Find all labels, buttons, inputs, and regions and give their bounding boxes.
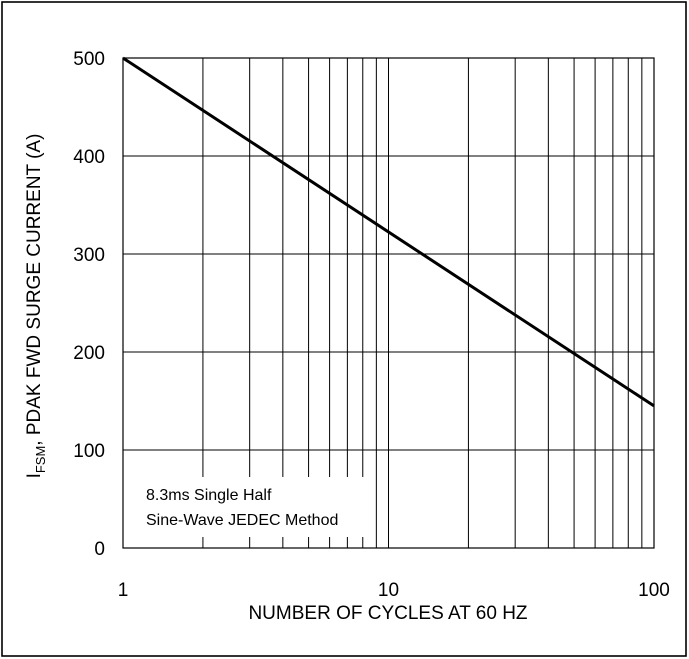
y-tick-label: 100 [73,441,105,462]
plot-area [122,57,655,549]
x-axis-label: NUMBER OF CYCLES AT 60 HZ [248,603,527,624]
x-tick-label: 100 [638,580,670,601]
annotation-line-2: Sine-Wave JEDEC Method [146,512,338,529]
annotation-line-1: 8.3ms Single Half [146,487,272,504]
series-line [122,56,655,408]
grid-lines [123,58,654,548]
y-tick-label: 500 [73,49,105,70]
y-tick-label: 400 [73,147,105,168]
annotation-box [136,477,368,537]
y-axis-label-rest: , PDAK FWD SURGE CURRENT (A) [24,134,45,446]
x-tick-label: 10 [378,580,399,601]
tick-labels: 0 100 200 300 400 500 1 10 100 [73,49,670,601]
y-tick-label: 300 [73,245,105,266]
y-tick-label: 0 [94,539,105,560]
y-axis-label-main: I [24,473,45,478]
x-tick-label: 1 [118,580,129,601]
y-axis-label-subscript: FSM [33,446,48,473]
series-layer [122,56,655,408]
y-tick-label: 200 [73,343,105,364]
y-axis-label: IFSM, PDAK FWD SURGE CURRENT (A) [24,134,48,479]
